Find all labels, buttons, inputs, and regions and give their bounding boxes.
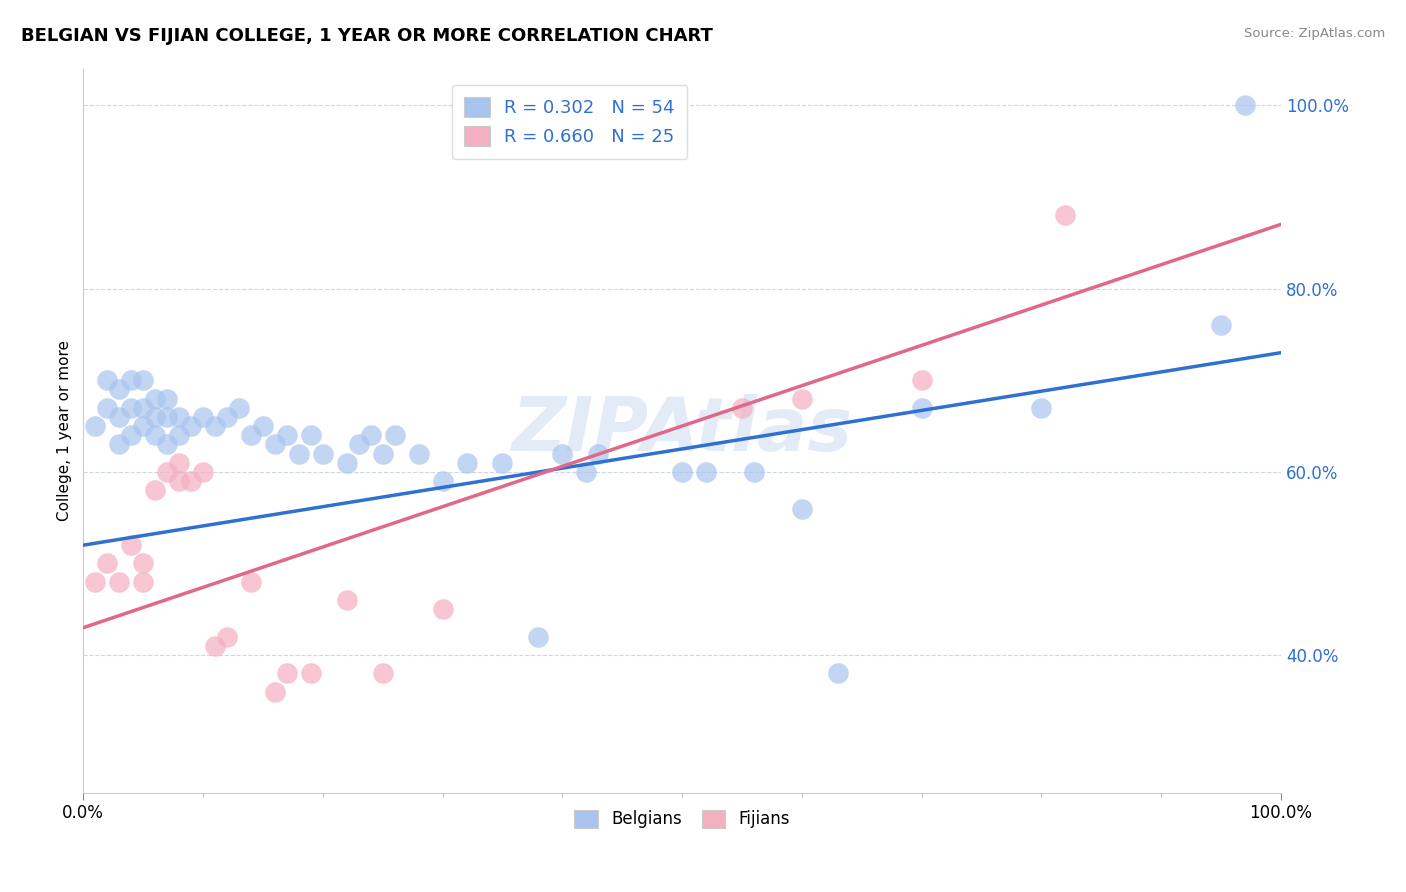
Point (167, 428, 190, 442)
Y-axis label: College, 1 year or more: College, 1 year or more (58, 340, 72, 521)
Point (180, 474, 202, 488)
Point (911, 401, 934, 415)
Point (239, 428, 262, 442)
Point (156, 465, 179, 479)
Point (1054, 208, 1077, 222)
Point (204, 419, 226, 434)
Point (731, 401, 754, 415)
Point (120, 538, 142, 552)
Point (790, 392, 813, 406)
Point (911, 373, 934, 387)
Point (167, 474, 190, 488)
Point (671, 465, 693, 479)
Point (132, 401, 155, 415)
Point (276, 666, 298, 681)
Text: BELGIAN VS FIJIAN COLLEGE, 1 YEAR OR MORE CORRELATION CHART: BELGIAN VS FIJIAN COLLEGE, 1 YEAR OR MOR… (21, 27, 713, 45)
Point (371, 446, 394, 460)
Point (432, 474, 454, 488)
Point (432, 602, 454, 616)
Text: Source: ZipAtlas.com: Source: ZipAtlas.com (1244, 27, 1385, 40)
Text: ZIPAtlas: ZIPAtlas (512, 394, 852, 467)
Point (336, 593, 359, 607)
Point (491, 456, 513, 470)
Point (575, 465, 598, 479)
Point (120, 428, 142, 442)
Point (108, 437, 131, 451)
Point (167, 456, 190, 470)
Point (156, 392, 179, 406)
Point (120, 401, 142, 415)
Point (695, 465, 717, 479)
Point (108, 574, 131, 589)
Point (132, 574, 155, 589)
Point (1031, 401, 1053, 415)
Point (239, 574, 262, 589)
Point (132, 373, 155, 387)
Point (276, 428, 298, 442)
Point (228, 401, 250, 415)
Point (156, 437, 179, 451)
Point (1209, 318, 1232, 333)
Point (167, 409, 190, 424)
Point (143, 428, 166, 442)
Point (132, 557, 155, 571)
Point (215, 630, 238, 644)
Point (527, 630, 550, 644)
Point (143, 392, 166, 406)
Point (96, 373, 118, 387)
Point (264, 437, 287, 451)
Point (120, 373, 142, 387)
Point (1234, 98, 1257, 112)
Point (204, 639, 226, 653)
Point (588, 446, 610, 460)
Point (156, 409, 179, 424)
Point (84, 419, 107, 434)
Point (191, 465, 214, 479)
Point (108, 409, 131, 424)
Point (827, 666, 849, 681)
Point (180, 419, 202, 434)
Point (215, 409, 238, 424)
Legend: Belgians, Fijians: Belgians, Fijians (568, 803, 797, 835)
Point (143, 409, 166, 424)
Point (143, 483, 166, 498)
Point (191, 409, 214, 424)
Point (96, 557, 118, 571)
Point (299, 666, 322, 681)
Point (299, 428, 322, 442)
Point (360, 428, 382, 442)
Point (84, 574, 107, 589)
Point (347, 437, 370, 451)
Point (132, 419, 155, 434)
Point (108, 382, 131, 396)
Point (288, 446, 311, 460)
Point (790, 501, 813, 516)
Point (336, 456, 359, 470)
Point (252, 419, 274, 434)
Point (96, 401, 118, 415)
Point (384, 428, 406, 442)
Point (408, 446, 430, 460)
Point (551, 446, 574, 460)
Point (312, 446, 335, 460)
Point (371, 666, 394, 681)
Point (456, 456, 478, 470)
Point (742, 465, 765, 479)
Point (264, 685, 287, 699)
